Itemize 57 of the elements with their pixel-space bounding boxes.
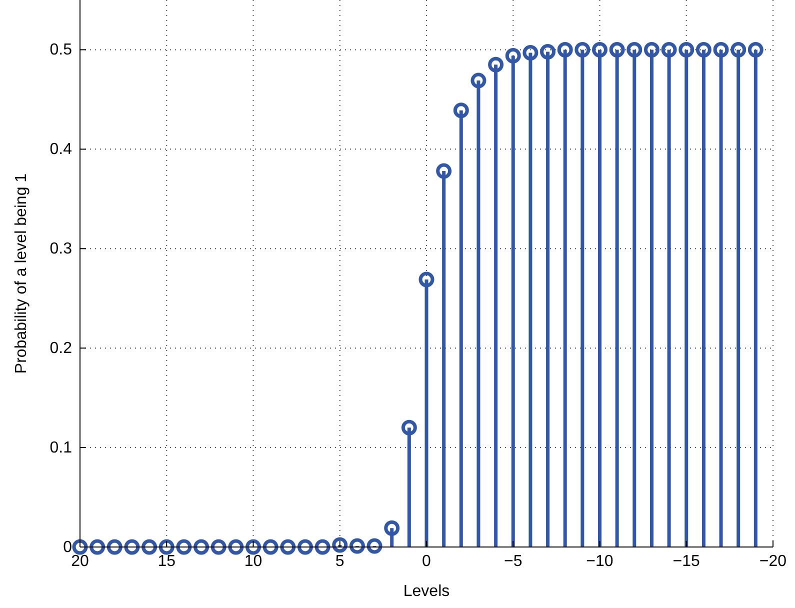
point <box>574 42 590 58</box>
point <box>436 163 452 179</box>
point <box>176 539 192 555</box>
point <box>592 42 608 58</box>
point <box>142 539 158 555</box>
y-tick-label: 0.2 <box>50 340 72 358</box>
x-tick-label: 20 <box>71 553 89 570</box>
y-axis-title: Probability of a level being 1 <box>13 173 30 374</box>
point <box>297 539 313 555</box>
point <box>661 42 677 58</box>
point <box>557 42 573 58</box>
point <box>713 42 729 58</box>
point <box>314 539 330 555</box>
y-tick-label: 0.5 <box>50 42 72 59</box>
x-tick-label: 10 <box>244 553 262 570</box>
point <box>522 44 538 60</box>
point <box>696 42 712 58</box>
x-tick-label: 5 <box>335 553 344 570</box>
point <box>626 42 642 58</box>
point <box>280 539 296 555</box>
x-tick-label: −20 <box>759 553 787 570</box>
point <box>262 539 278 555</box>
point <box>488 56 504 72</box>
y-tick-label: 0.1 <box>50 440 72 457</box>
point <box>505 48 521 64</box>
point <box>106 539 122 555</box>
point <box>453 102 469 118</box>
point <box>158 539 174 555</box>
point <box>609 42 625 58</box>
point <box>349 538 365 554</box>
x-tick-label: −5 <box>504 553 522 570</box>
x-tick-label: 0 <box>422 553 432 570</box>
y-tick-label: 0.3 <box>50 240 72 258</box>
point <box>540 44 556 60</box>
point <box>228 539 244 555</box>
point <box>90 539 106 555</box>
x-tick-label: −10 <box>586 553 614 570</box>
x-axis-title: Levels <box>403 583 450 600</box>
y-tick-label: 0.4 <box>50 141 72 158</box>
point <box>366 538 382 554</box>
point <box>418 272 434 288</box>
point <box>678 42 694 58</box>
y-tick-label: 0 <box>63 539 72 556</box>
point <box>332 537 348 553</box>
point <box>401 420 417 436</box>
x-tick-label: 15 <box>158 553 176 570</box>
point <box>384 520 400 536</box>
point <box>210 539 226 555</box>
point <box>124 539 140 555</box>
point <box>194 539 210 555</box>
point <box>730 42 746 58</box>
point <box>470 72 486 88</box>
point <box>748 42 764 58</box>
point <box>72 539 88 555</box>
point <box>644 42 660 58</box>
point <box>246 539 261 555</box>
x-tick-label: −15 <box>672 553 700 570</box>
